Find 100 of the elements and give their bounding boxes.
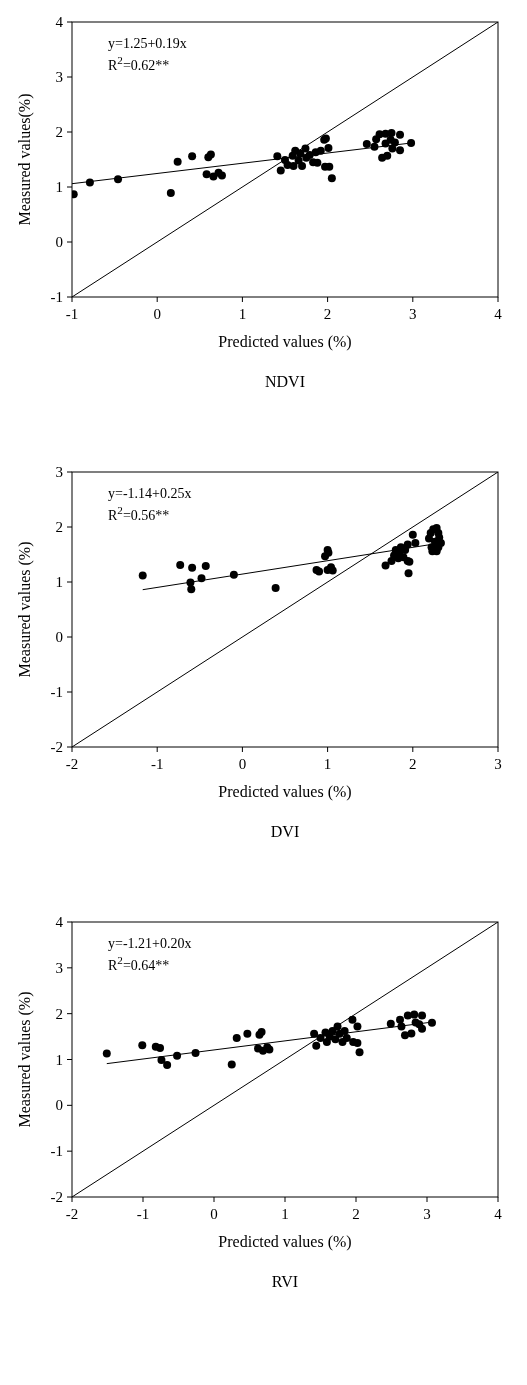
point [298, 162, 307, 171]
point [176, 560, 185, 569]
point [362, 140, 371, 149]
annotation: y=1.25+0.19x [108, 36, 187, 51]
y-tick-label: 1 [55, 574, 63, 590]
point [407, 139, 416, 147]
point [232, 1033, 241, 1042]
point [289, 162, 298, 171]
x-axis-title: Predicted values (%) [218, 333, 352, 351]
x-tick-label: -2 [65, 1206, 79, 1222]
point [138, 571, 147, 580]
point [188, 152, 197, 161]
point [403, 540, 412, 549]
point [396, 130, 405, 139]
point [276, 166, 285, 175]
point [331, 1035, 340, 1044]
y-tick-label: 1 [55, 1051, 63, 1068]
x-tick-label: -2 [65, 756, 79, 772]
point [353, 1022, 362, 1031]
text: DVI [270, 823, 300, 840]
point [202, 170, 211, 179]
x-tick-label: 1 [238, 306, 247, 322]
text: RVI [271, 1273, 299, 1290]
point [407, 1029, 416, 1038]
x-tick-label: 3 [494, 756, 502, 772]
y-tick-label: -2 [50, 739, 63, 755]
point [102, 1049, 111, 1058]
x-axis-title: Predicted values (%) [218, 783, 352, 801]
point [383, 151, 392, 160]
annotation: R$^{2}$=0.56** [108, 504, 170, 523]
x-tick-label: 1 [281, 1206, 289, 1222]
point [243, 1029, 252, 1038]
x-tick-label: 0 [238, 756, 247, 772]
y-tick-label: -1 [50, 289, 63, 305]
x-tick-label: 2 [409, 756, 417, 772]
y-tick-label: 0 [55, 234, 63, 250]
y-tick-label: 0 [55, 629, 63, 645]
y-tick-label: 3 [55, 69, 63, 85]
point [381, 561, 390, 570]
y-tick-label: -2 [50, 1189, 63, 1205]
x-tick-label: -1 [150, 756, 164, 772]
point [227, 1060, 236, 1069]
point [187, 585, 196, 594]
point [355, 1048, 364, 1057]
x-axis-title: Predicted values (%) [218, 1233, 352, 1251]
point [201, 562, 210, 571]
y-tick-label: 3 [55, 464, 63, 480]
point [324, 143, 333, 152]
y-axis-title: Measured values (%) [16, 991, 34, 1128]
point [173, 157, 182, 166]
point [411, 538, 420, 547]
x-tick-label: 0 [153, 306, 161, 322]
point [396, 1015, 405, 1024]
y-axis-title: Measured values (%) [16, 541, 34, 678]
point [427, 1018, 436, 1027]
point [353, 1039, 362, 1047]
point [163, 1061, 172, 1069]
x-tick-label: -1 [136, 1206, 150, 1222]
point [271, 584, 280, 593]
text: NDVI [265, 373, 305, 390]
x-tick-label: 4 [494, 1206, 503, 1222]
point [327, 174, 336, 183]
y-tick-label: -1 [50, 684, 63, 700]
point [312, 1041, 321, 1050]
y-tick-label: 2 [55, 1005, 63, 1022]
x-tick-label: 4 [494, 306, 503, 322]
point [342, 1033, 351, 1042]
point [408, 530, 417, 539]
point [404, 569, 413, 578]
y-axis-title: Measured values(%) [16, 93, 34, 226]
point [418, 1011, 427, 1020]
annotation: y=-1.14+0.25x [108, 486, 192, 501]
point [387, 129, 396, 138]
point [188, 563, 197, 572]
point [156, 1044, 165, 1053]
x-tick-label: 2 [352, 1206, 360, 1222]
point [396, 146, 405, 155]
point [400, 1031, 409, 1040]
x-tick-label: 1 [323, 756, 332, 772]
point [410, 1010, 419, 1019]
point [166, 189, 175, 198]
y-tick-label: 1 [55, 179, 63, 195]
point [138, 1041, 147, 1050]
y-tick-label: 4 [55, 914, 64, 930]
annotation: y=-1.21+0.20x [108, 936, 192, 951]
annotation: R$^{2}$=0.62** [108, 54, 170, 73]
y-tick-label: 2 [55, 124, 63, 140]
x-tick-label: 0 [210, 1206, 218, 1222]
y-tick-label: 4 [55, 14, 64, 30]
x-tick-label: -1 [65, 306, 79, 322]
annotation: R$^{2}$=0.64** [108, 954, 170, 973]
y-tick-label: 3 [55, 959, 63, 976]
x-tick-label: 3 [423, 1206, 431, 1222]
y-tick-label: -1 [50, 1143, 63, 1160]
point [310, 1029, 319, 1038]
x-tick-label: 2 [323, 306, 332, 322]
y-tick-label: 2 [55, 519, 63, 535]
point [386, 1019, 395, 1028]
y-tick-label: 0 [55, 1097, 63, 1114]
x-tick-label: 3 [409, 306, 417, 322]
